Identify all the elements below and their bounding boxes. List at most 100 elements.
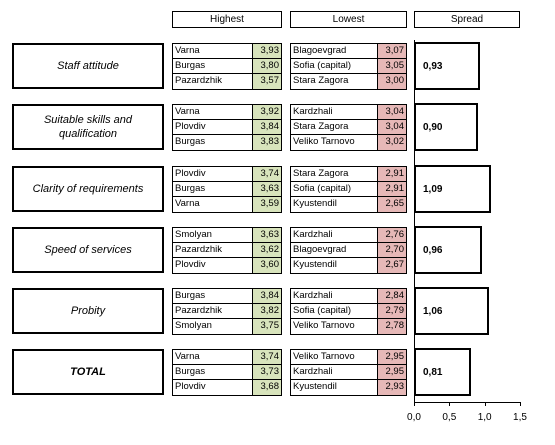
- table-row: Kyustendil 2,65: [291, 197, 406, 212]
- spread-bar: [414, 42, 480, 90]
- score-value: 3,02: [377, 135, 406, 150]
- spread-bar: [414, 165, 492, 213]
- table-row: Plovdiv 3,60: [173, 258, 281, 273]
- table-row: Plovdiv 3,84: [173, 120, 281, 135]
- score-value: 3,82: [252, 304, 281, 318]
- table-row: Burgas 3,84: [173, 289, 281, 304]
- table-row: Pazardzhik 3,57: [173, 74, 281, 89]
- score-value: 2,78: [377, 319, 406, 334]
- table-row: Burgas 3,73: [173, 365, 281, 380]
- region-name: Smolyan: [175, 320, 212, 331]
- x-tick-label: 0,5: [442, 412, 457, 423]
- table-row: Burgas 3,83: [173, 135, 281, 150]
- table-row: Kardzhali 3,04: [291, 105, 406, 120]
- highest-table: Smolyan 3,63 Pazardzhik 3,62 Plovdiv 3,60: [172, 227, 282, 274]
- score-value: 3,05: [377, 59, 406, 73]
- region-name: Burgas: [175, 366, 206, 377]
- table-row: Smolyan 3,75: [173, 319, 281, 334]
- y-axis-line: [414, 40, 415, 402]
- score-value: 2,76: [377, 228, 406, 242]
- score-value: 3,04: [377, 120, 406, 134]
- region-name: Plovdiv: [175, 168, 206, 179]
- score-value: 3,75: [252, 319, 281, 334]
- table-row: Varna 3,93: [173, 44, 281, 59]
- category-label: Suitable skills and qualification: [12, 104, 164, 150]
- x-tick-mark: [449, 402, 450, 406]
- score-value: 3,84: [252, 120, 281, 134]
- category-label: Staff attitude: [12, 43, 164, 89]
- score-value: 3,74: [252, 167, 281, 181]
- score-value: 3,62: [252, 243, 281, 257]
- region-name: Stara Zagora: [293, 121, 349, 132]
- score-value: 3,92: [252, 105, 281, 119]
- table-row: Veliko Tarnovo 2,95: [291, 350, 406, 365]
- score-value: 2,70: [377, 243, 406, 257]
- score-value: 3,84: [252, 289, 281, 303]
- region-name: Veliko Tarnovo: [293, 320, 355, 331]
- spread-value-label: 0,81: [423, 367, 443, 378]
- score-value: 2,93: [377, 380, 406, 395]
- table-row: Stara Zagora 3,04: [291, 120, 406, 135]
- score-value: 2,84: [377, 289, 406, 303]
- score-value: 2,65: [377, 197, 406, 212]
- region-name: Burgas: [175, 136, 206, 147]
- region-name: Kardzhali: [293, 229, 333, 240]
- header-highest: Highest: [172, 11, 282, 28]
- spread-value-label: 0,90: [423, 122, 443, 133]
- region-name: Burgas: [175, 183, 206, 194]
- category-label: TOTAL: [12, 349, 164, 395]
- x-tick-mark: [414, 402, 415, 406]
- x-axis-line: [414, 402, 521, 403]
- highest-table: Plovdiv 3,74 Burgas 3,63 Varna 3,59: [172, 166, 282, 213]
- table-row: Kardzhali 2,84: [291, 289, 406, 304]
- region-name: Pazardzhik: [175, 75, 222, 86]
- region-name: Kardzhali: [293, 290, 333, 301]
- region-name: Burgas: [175, 290, 206, 301]
- region-name: Stara Zagora: [293, 168, 349, 179]
- region-name: Varna: [175, 106, 200, 117]
- score-value: 2,91: [377, 167, 406, 181]
- category-label: Clarity of requirements: [12, 166, 164, 212]
- table-row: Varna 3,74: [173, 350, 281, 365]
- table-row: Blagoevgrad 3,07: [291, 44, 406, 59]
- score-value: 3,00: [377, 74, 406, 89]
- table-row: Stara Zagora 3,00: [291, 74, 406, 89]
- lowest-table: Blagoevgrad 3,07 Sofia (capital) 3,05 Stara …: [290, 43, 407, 90]
- spread-bar: [414, 348, 472, 396]
- category-label: Speed of services: [12, 227, 164, 273]
- x-tick-mark: [520, 402, 521, 406]
- region-name: Veliko Tarnovo: [293, 136, 355, 147]
- region-name: Veliko Tarnovo: [293, 351, 355, 362]
- score-value: 3,80: [252, 59, 281, 73]
- region-name: Varna: [175, 351, 200, 362]
- table-row: Plovdiv 3,74: [173, 167, 281, 182]
- score-value: 3,63: [252, 228, 281, 242]
- table-row: Sofia (capital) 3,05: [291, 59, 406, 74]
- region-name: Kyustendil: [293, 381, 337, 392]
- region-name: Plovdiv: [175, 381, 206, 392]
- table-row: Blagoevgrad 2,70: [291, 243, 406, 258]
- x-tick-label: 1,5: [513, 412, 527, 423]
- spread-bar: [414, 103, 478, 151]
- table-row: Stara Zagora 2,91: [291, 167, 406, 182]
- category-label: Probity: [12, 288, 164, 334]
- region-name: Sofia (capital): [293, 183, 352, 194]
- x-tick-label: 0,0: [407, 412, 421, 423]
- score-value: 3,59: [252, 197, 281, 212]
- table-row: Kardzhali 2,76: [291, 228, 406, 243]
- region-name: Blagoevgrad: [293, 45, 347, 56]
- table-row: Sofia (capital) 2,91: [291, 182, 406, 197]
- table-row: Pazardzhik 3,82: [173, 304, 281, 319]
- header-lowest: Lowest: [290, 11, 407, 28]
- spread-value-label: 1,09: [423, 184, 443, 195]
- table-row: Varna 3,59: [173, 197, 281, 212]
- spread-value-label: 0,96: [423, 245, 443, 256]
- table-row: Sofia (capital) 2,79: [291, 304, 406, 319]
- region-name: Kardzhali: [293, 106, 333, 117]
- score-value: 2,95: [377, 365, 406, 379]
- lowest-table: Kardzhali 2,84 Sofia (capital) 2,79 Veliko T…: [290, 288, 407, 335]
- table-row: Burgas 3,80: [173, 59, 281, 74]
- region-name: Plovdiv: [175, 121, 206, 132]
- score-value: 2,67: [377, 258, 406, 273]
- region-name: Varna: [175, 198, 200, 209]
